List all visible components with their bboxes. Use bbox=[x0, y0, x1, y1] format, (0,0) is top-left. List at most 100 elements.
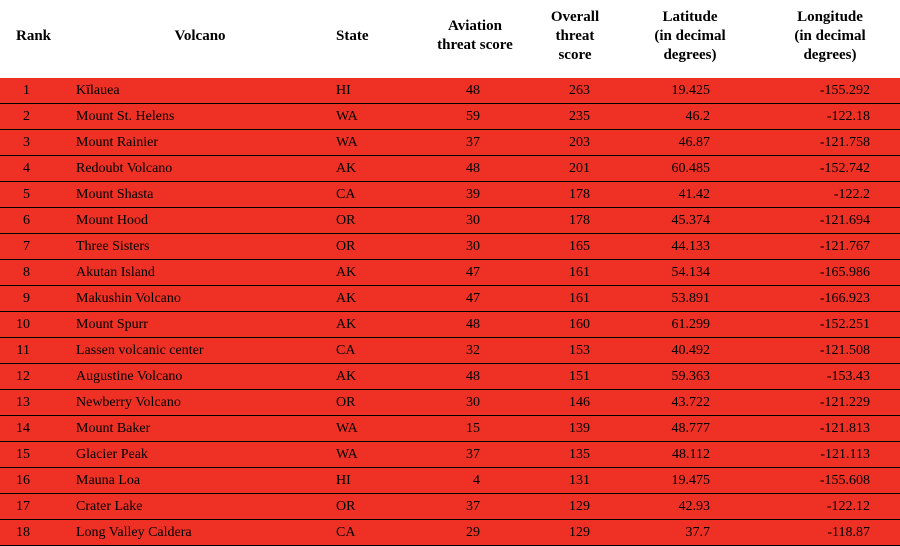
cell-ots: 178 bbox=[530, 182, 620, 208]
cell-ats: 47 bbox=[420, 286, 530, 312]
cell-ats: 37 bbox=[420, 130, 530, 156]
cell-ats: 15 bbox=[420, 416, 530, 442]
cell-volcano: Three Sisters bbox=[70, 234, 330, 260]
cell-lat: 40.492 bbox=[620, 338, 760, 364]
cell-ots: 151 bbox=[530, 364, 620, 390]
table-row: 12Augustine VolcanoAK4815159.363-153.43 bbox=[0, 364, 900, 390]
cell-ots: 146 bbox=[530, 390, 620, 416]
cell-ats: 59 bbox=[420, 104, 530, 130]
cell-lat: 60.485 bbox=[620, 156, 760, 182]
cell-state: CA bbox=[330, 338, 420, 364]
cell-lon: -121.758 bbox=[760, 130, 900, 156]
cell-ots: 153 bbox=[530, 338, 620, 364]
cell-lon: -121.694 bbox=[760, 208, 900, 234]
cell-lat: 19.475 bbox=[620, 468, 760, 494]
cell-rank: 18 bbox=[0, 520, 70, 546]
cell-lon: -122.18 bbox=[760, 104, 900, 130]
cell-lat: 48.777 bbox=[620, 416, 760, 442]
cell-rank: 16 bbox=[0, 468, 70, 494]
col-header-state: State bbox=[330, 0, 420, 78]
cell-ats: 37 bbox=[420, 442, 530, 468]
cell-lon: -121.508 bbox=[760, 338, 900, 364]
cell-rank: 10 bbox=[0, 312, 70, 338]
table-row: 13Newberry VolcanoOR3014643.722-121.229 bbox=[0, 390, 900, 416]
cell-ots: 129 bbox=[530, 520, 620, 546]
cell-rank: 4 bbox=[0, 156, 70, 182]
cell-lat: 48.112 bbox=[620, 442, 760, 468]
cell-lon: -166.923 bbox=[760, 286, 900, 312]
cell-rank: 1 bbox=[0, 78, 70, 104]
cell-rank: 9 bbox=[0, 286, 70, 312]
cell-ats: 30 bbox=[420, 234, 530, 260]
cell-volcano: Long Valley Caldera bbox=[70, 520, 330, 546]
cell-rank: 15 bbox=[0, 442, 70, 468]
cell-ots: 263 bbox=[530, 78, 620, 104]
table-row: 10Mount SpurrAK4816061.299-152.251 bbox=[0, 312, 900, 338]
cell-lon: -121.113 bbox=[760, 442, 900, 468]
cell-volcano: Akutan Island bbox=[70, 260, 330, 286]
cell-rank: 17 bbox=[0, 494, 70, 520]
cell-lon: -121.229 bbox=[760, 390, 900, 416]
table-row: 5Mount ShastaCA3917841.42-122.2 bbox=[0, 182, 900, 208]
cell-volcano: Makushin Volcano bbox=[70, 286, 330, 312]
cell-ats: 48 bbox=[420, 156, 530, 182]
cell-state: WA bbox=[330, 104, 420, 130]
table-row: 16Mauna LoaHI413119.475-155.608 bbox=[0, 468, 900, 494]
cell-state: HI bbox=[330, 78, 420, 104]
cell-lat: 42.93 bbox=[620, 494, 760, 520]
cell-lon: -165.986 bbox=[760, 260, 900, 286]
cell-lon: -155.292 bbox=[760, 78, 900, 104]
cell-volcano: Crater Lake bbox=[70, 494, 330, 520]
cell-lon: -152.742 bbox=[760, 156, 900, 182]
cell-lon: -121.767 bbox=[760, 234, 900, 260]
volcano-threat-table: Rank Volcano State Aviationthreat score … bbox=[0, 0, 900, 546]
cell-rank: 12 bbox=[0, 364, 70, 390]
cell-state: CA bbox=[330, 182, 420, 208]
table-row: 14Mount BakerWA1513948.777-121.813 bbox=[0, 416, 900, 442]
table-row: 2Mount St. HelensWA5923546.2-122.18 bbox=[0, 104, 900, 130]
cell-state: HI bbox=[330, 468, 420, 494]
cell-lat: 54.134 bbox=[620, 260, 760, 286]
cell-ots: 131 bbox=[530, 468, 620, 494]
cell-volcano: Mount Spurr bbox=[70, 312, 330, 338]
cell-lon: -122.12 bbox=[760, 494, 900, 520]
cell-rank: 7 bbox=[0, 234, 70, 260]
cell-state: WA bbox=[330, 416, 420, 442]
cell-volcano: Mount Shasta bbox=[70, 182, 330, 208]
cell-ats: 47 bbox=[420, 260, 530, 286]
cell-rank: 5 bbox=[0, 182, 70, 208]
cell-state: OR bbox=[330, 234, 420, 260]
table-row: 3Mount RainierWA3720346.87-121.758 bbox=[0, 130, 900, 156]
col-header-ots: Overallthreatscore bbox=[530, 0, 620, 78]
cell-state: AK bbox=[330, 312, 420, 338]
cell-lon: -155.608 bbox=[760, 468, 900, 494]
table-row: 11Lassen volcanic centerCA3215340.492-12… bbox=[0, 338, 900, 364]
cell-state: AK bbox=[330, 260, 420, 286]
cell-lat: 46.87 bbox=[620, 130, 760, 156]
table-row: 4Redoubt VolcanoAK4820160.485-152.742 bbox=[0, 156, 900, 182]
table-row: 17Crater LakeOR3712942.93-122.12 bbox=[0, 494, 900, 520]
cell-lat: 45.374 bbox=[620, 208, 760, 234]
cell-ots: 161 bbox=[530, 260, 620, 286]
table-body: 1KīlaueaHI4826319.425-155.2922Mount St. … bbox=[0, 78, 900, 546]
table-row: 15Glacier PeakWA3713548.112-121.113 bbox=[0, 442, 900, 468]
cell-volcano: Newberry Volcano bbox=[70, 390, 330, 416]
cell-ats: 39 bbox=[420, 182, 530, 208]
cell-rank: 14 bbox=[0, 416, 70, 442]
cell-ats: 48 bbox=[420, 312, 530, 338]
cell-lat: 46.2 bbox=[620, 104, 760, 130]
cell-volcano: Mount Hood bbox=[70, 208, 330, 234]
cell-state: OR bbox=[330, 494, 420, 520]
table-row: 7Three SistersOR3016544.133-121.767 bbox=[0, 234, 900, 260]
col-header-volcano: Volcano bbox=[70, 0, 330, 78]
cell-lat: 44.133 bbox=[620, 234, 760, 260]
cell-ots: 135 bbox=[530, 442, 620, 468]
cell-state: CA bbox=[330, 520, 420, 546]
cell-volcano: Redoubt Volcano bbox=[70, 156, 330, 182]
cell-ots: 160 bbox=[530, 312, 620, 338]
cell-ots: 235 bbox=[530, 104, 620, 130]
cell-rank: 6 bbox=[0, 208, 70, 234]
cell-volcano: Kīlauea bbox=[70, 78, 330, 104]
cell-state: WA bbox=[330, 130, 420, 156]
cell-ats: 4 bbox=[420, 468, 530, 494]
